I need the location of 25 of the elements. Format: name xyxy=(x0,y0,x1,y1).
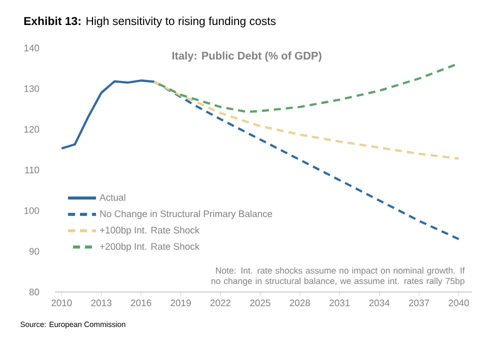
y-tick-label: 120 xyxy=(24,126,40,133)
legend-label: No Change in Structural Primary Balance xyxy=(100,210,272,220)
annotation: Note: Int. rate shocks assume no impact on nominal growth. If no change in structural balance, we assume int. rates rally 75bp xyxy=(211,267,465,286)
y-tick-label: 110 xyxy=(25,166,40,174)
y-tick-label: 90 xyxy=(29,248,40,255)
x-tick-label: 2013 xyxy=(91,300,112,306)
x-tick-label: 2025 xyxy=(250,300,270,306)
x-tick-label: 2022 xyxy=(210,300,231,306)
x-tick-label: 2019 xyxy=(170,300,191,306)
x-tick-label: 2016 xyxy=(130,300,152,306)
x-tick-label: 2034 xyxy=(369,300,390,306)
chart-subtitle: Italy: Public Debt (% of GDP) xyxy=(172,52,322,62)
x-tick-label: 2010 xyxy=(52,300,72,306)
y-tick-label: 140 xyxy=(24,44,40,52)
y-tick-label: 100 xyxy=(24,207,40,214)
legend-label: +100bp Int. Rate Shock xyxy=(100,226,200,236)
legend-label: +200bp Int. Rate Shock xyxy=(100,242,200,252)
x-tick-label: 2031 xyxy=(330,300,350,306)
chart-title: Exhibit 13: High sensitivity to rising funding costs xyxy=(24,16,276,28)
legend-label: Actual xyxy=(100,194,126,201)
x-tick-label: 2028 xyxy=(290,300,310,306)
y-tick-label: 130 xyxy=(24,85,40,92)
x-tick-label: 2040 xyxy=(448,300,469,306)
y-tick-label: 80 xyxy=(29,288,40,296)
x-tick-label: 2037 xyxy=(408,300,430,306)
